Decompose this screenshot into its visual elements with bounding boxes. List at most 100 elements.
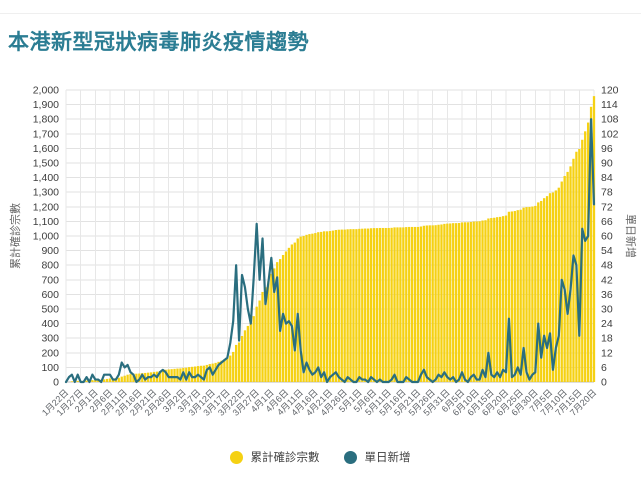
- cumulative-bar: [185, 367, 188, 382]
- cumulative-bar: [208, 364, 211, 382]
- cumulative-bar: [384, 227, 387, 382]
- cumulative-bar: [76, 380, 79, 382]
- y-right-tick-label: 66: [601, 216, 613, 228]
- cumulative-bar: [396, 227, 399, 382]
- y-right-tick-label: 18: [601, 333, 613, 345]
- cumulative-bar: [164, 369, 167, 382]
- cumulative-bar: [173, 368, 176, 382]
- cumulative-bar: [402, 227, 405, 382]
- cumulative-bar: [226, 357, 229, 382]
- y-right-tick-label: 84: [601, 172, 613, 184]
- y-right-tick-label: 42: [601, 274, 613, 286]
- cumulative-bar: [220, 360, 223, 382]
- cumulative-bar: [287, 247, 291, 382]
- cumulative-bar: [578, 148, 581, 382]
- legend-item-cumulative[interactable]: 累計確診宗數: [229, 449, 320, 465]
- cumulative-bar: [490, 218, 493, 382]
- cumulative-bar: [117, 377, 120, 382]
- cumulative-bar: [311, 233, 314, 382]
- cumulative-bar: [308, 234, 311, 382]
- y-left-tick-label: 900: [41, 245, 59, 257]
- cumulative-bar: [481, 220, 484, 382]
- cumulative-bar: [135, 373, 138, 382]
- cumulative-bar: [387, 227, 390, 382]
- y-right-tick-label: 54: [601, 245, 613, 257]
- y-right-axis-title: 單日新增: [624, 214, 636, 258]
- cumulative-bar: [273, 268, 276, 382]
- y-left-tick-label: 1,600: [33, 143, 59, 155]
- cumulative-bar: [449, 223, 452, 382]
- cumulative-bar: [328, 231, 332, 382]
- cumulative-bar: [369, 228, 373, 382]
- cumulative-bar: [243, 330, 247, 382]
- cumulative-bar: [510, 211, 514, 382]
- cumulative-bar: [372, 228, 376, 382]
- cumulative-bar: [255, 306, 258, 382]
- daily-series-swatch: [343, 450, 357, 464]
- cumulative-bar: [346, 229, 349, 382]
- cumulative-bar: [440, 224, 443, 382]
- cumulative-bar: [393, 227, 396, 382]
- cumulative-bar: [161, 370, 164, 382]
- cumulative-bar: [141, 373, 144, 382]
- cumulative-bar: [557, 187, 560, 382]
- y-right-tick-label: 108: [601, 114, 619, 126]
- cumulative-bar: [264, 287, 267, 382]
- cumulative-bar: [85, 380, 88, 382]
- y-left-tick-label: 1,300: [33, 187, 59, 199]
- cumulative-bar: [446, 223, 449, 382]
- cumulative-series-swatch: [229, 450, 243, 464]
- cumulative-bar: [102, 379, 106, 382]
- cumulative-bar: [249, 322, 252, 382]
- cumulative-bar: [428, 225, 431, 382]
- cumulative-bar: [190, 366, 194, 382]
- cumulative-bar: [375, 228, 379, 382]
- y-right-tick-label: 36: [601, 289, 613, 301]
- cumulative-bar: [528, 206, 531, 382]
- cumulative-bar: [381, 227, 384, 382]
- cumulative-bar: [202, 365, 206, 382]
- cumulative-bar: [513, 211, 516, 382]
- cumulative-bar: [542, 198, 546, 382]
- cumulative-bar: [199, 365, 203, 382]
- cumulative-bar: [496, 217, 499, 382]
- cumulative-bar: [475, 221, 478, 382]
- cumulative-bar: [129, 374, 132, 382]
- cumulative-bar: [120, 376, 123, 382]
- cumulative-bar: [534, 205, 537, 382]
- cumulative-bar: [519, 209, 522, 382]
- cumulative-bar: [70, 381, 74, 382]
- cumulative-bar: [531, 206, 534, 382]
- cumulative-bar: [551, 192, 555, 382]
- cumulative-bar: [452, 223, 455, 382]
- cumulative-bar: [343, 229, 346, 382]
- cumulative-bar: [454, 223, 458, 382]
- y-left-tick-label: 1,800: [33, 114, 59, 126]
- cumulative-bar: [314, 233, 317, 382]
- cumulative-bar: [331, 230, 335, 382]
- cumulative-bar: [563, 175, 566, 382]
- y-left-tick-label: 600: [41, 289, 59, 301]
- cumulative-bar: [261, 291, 264, 382]
- y-left-tick-label: 200: [41, 347, 59, 359]
- cumulative-bar: [105, 378, 109, 382]
- cumulative-bar: [94, 379, 97, 382]
- y-left-tick-label: 1,900: [33, 99, 59, 111]
- cumulative-bar: [240, 336, 244, 382]
- y-left-tick-label: 700: [41, 274, 59, 286]
- cumulative-bar: [152, 371, 156, 382]
- cumulative-bar: [399, 227, 402, 382]
- y-left-tick-label: 800: [41, 260, 59, 272]
- cumulative-bar: [334, 230, 338, 382]
- cumulative-bar: [123, 375, 126, 382]
- y-right-tick-label: 78: [601, 187, 613, 199]
- y-right-tick-label: 102: [601, 128, 619, 140]
- y-left-axis-title: 累計確診宗數: [10, 203, 22, 269]
- cumulative-bar: [487, 218, 490, 382]
- cumulative-bar: [501, 216, 505, 382]
- legend-item-daily[interactable]: 單日新增: [343, 449, 411, 465]
- y-left-tick-label: 500: [41, 304, 59, 316]
- cumulative-bar: [378, 227, 382, 382]
- cumulative-bar: [352, 229, 355, 382]
